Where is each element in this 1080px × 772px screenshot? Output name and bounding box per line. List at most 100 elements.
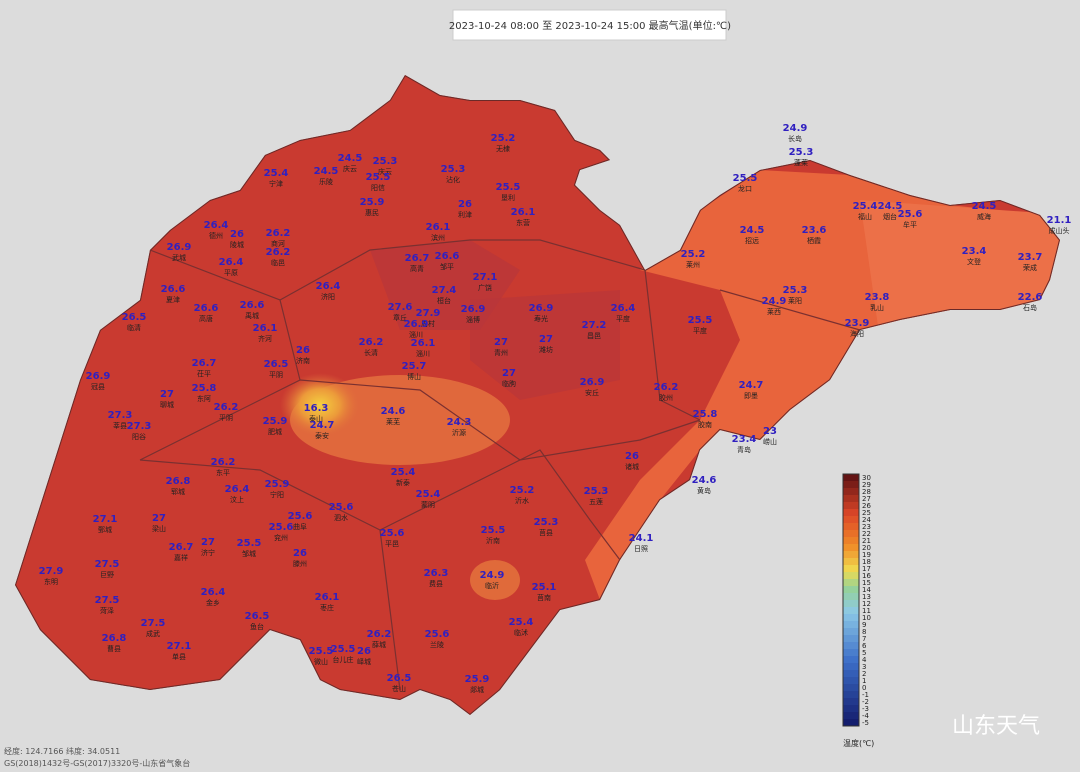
- station-value: 23.9: [845, 318, 870, 329]
- colorbar-swatch: [843, 705, 859, 712]
- station-name: 汶上: [230, 495, 244, 504]
- coords: 经度: 124.7166 纬度: 34.0511: [4, 746, 120, 756]
- station-name: 武城: [172, 253, 186, 262]
- station-value: 25.1: [532, 582, 557, 593]
- colorbar-tick: 29: [862, 481, 871, 489]
- station-name: 莱州: [686, 260, 700, 269]
- colorbar-tick: -1: [862, 691, 869, 699]
- station-name: 平阴: [219, 413, 233, 422]
- station-value: 27.4: [432, 285, 457, 296]
- station-value: 23.7: [1018, 252, 1043, 263]
- colorbar-label: 温度(℃): [843, 738, 874, 748]
- colorbar-swatch: [843, 607, 859, 614]
- station-name: 利津: [458, 210, 472, 219]
- colorbar-tick: 8: [862, 628, 866, 636]
- colorbar-tick: 13: [862, 593, 871, 601]
- station-name: 惠民: [365, 208, 379, 217]
- station-value: 25.6: [425, 629, 450, 640]
- station-name: 高青: [410, 264, 424, 273]
- colorbar-tick: 1: [862, 677, 866, 685]
- station-value: 26.8: [102, 633, 127, 644]
- station-value: 27.9: [39, 566, 64, 577]
- colorbar-swatch: [843, 544, 859, 551]
- station-name: 潍坊: [539, 345, 553, 354]
- colorbar-tick: 25: [862, 509, 871, 517]
- station-name: 沂水: [515, 496, 529, 505]
- station-name: 昌邑: [587, 332, 601, 340]
- station-name: 济南: [296, 356, 310, 365]
- station-name: 台儿庄: [333, 655, 354, 664]
- station-name: 泰安: [315, 431, 329, 440]
- station-name: 兰陵: [430, 640, 444, 649]
- colorbar-swatch: [843, 502, 859, 509]
- colorbar-swatch: [843, 481, 859, 488]
- station-value: 25.3: [373, 156, 398, 167]
- colorbar-swatch: [843, 488, 859, 495]
- station-value: 26.5: [122, 312, 147, 323]
- title: 2023-10-24 08:00 至 2023-10-24 15:00 最高气温…: [449, 19, 731, 32]
- station-name: 文登: [967, 257, 981, 266]
- station-value: 25.5: [309, 646, 334, 657]
- station-name: 福山: [858, 212, 872, 221]
- station-name: 淄博: [466, 315, 480, 324]
- colorbar-swatch: [843, 565, 859, 572]
- station-name: 临朐: [502, 379, 516, 388]
- station-value: 22.6: [1018, 292, 1043, 303]
- station-name: 新泰: [396, 478, 410, 487]
- station-value: 25.6: [269, 522, 294, 533]
- station-value: 26: [625, 451, 639, 462]
- station-value: 25.7: [402, 361, 427, 372]
- station-name: 郯城: [470, 685, 484, 694]
- station-value: 26.4: [219, 257, 244, 268]
- station-value: 25.5: [481, 525, 506, 536]
- station-value: 26.1: [411, 338, 436, 349]
- station-name: 莒县: [539, 528, 553, 537]
- station-name: 莒南: [537, 593, 551, 602]
- station-value: 27.6: [388, 302, 413, 313]
- colorbar-tick: 3: [862, 663, 866, 671]
- station-value: 26.2: [211, 457, 236, 468]
- station-value: 26.9: [529, 303, 554, 314]
- colorbar-swatch: [843, 621, 859, 628]
- colorbar-swatch: [843, 579, 859, 586]
- station-name: 莘县: [113, 421, 127, 430]
- colorbar-tick: -3: [862, 705, 869, 713]
- station-name: 崂山: [763, 437, 777, 446]
- station-value: 24.9: [783, 123, 808, 134]
- colorbar-swatch: [843, 656, 859, 663]
- station-value: 24.3: [447, 417, 472, 428]
- station-value: 27: [152, 513, 166, 524]
- station-value: 27.5: [141, 618, 166, 629]
- station-name: 鄄城: [98, 525, 112, 534]
- station-name: 博山: [407, 372, 421, 381]
- station-name: 莱阳: [788, 296, 802, 305]
- station-value: 23.6: [802, 225, 827, 236]
- colorbar-tick: 27: [862, 495, 871, 503]
- station-value: 26.9: [580, 377, 605, 388]
- station-name: 蒙阴: [421, 500, 435, 509]
- colorbar-swatch: [843, 558, 859, 565]
- station-value: 26.4: [201, 587, 226, 598]
- station-name: 乳山: [870, 303, 884, 312]
- station-value: 26.1: [315, 592, 340, 603]
- station-value: 26.7: [405, 253, 430, 264]
- colorbar-tick: 17: [862, 565, 871, 573]
- station-name: 临邑: [271, 258, 285, 267]
- station-value: 26.7: [169, 542, 194, 553]
- station-name: 平度: [693, 326, 707, 335]
- station-name: 石岛: [1023, 303, 1037, 312]
- station-name: 巨野: [100, 571, 114, 579]
- station-value: 25.8: [192, 383, 217, 394]
- station-name: 东平: [216, 468, 230, 477]
- station-value: 25.5: [688, 315, 713, 326]
- station-value: 26.1: [511, 207, 536, 218]
- colorbar-tick: 22: [862, 530, 871, 538]
- station-value: 27.1: [167, 641, 192, 652]
- station-name: 胶州: [659, 393, 673, 402]
- station-value: 25.4: [264, 168, 289, 179]
- station-value: 27.5: [95, 595, 120, 606]
- station-value: 26.7: [192, 358, 217, 369]
- colorbar-tick: 26: [862, 502, 871, 510]
- station-name: 沂源: [452, 428, 466, 437]
- station-value: 25.3: [441, 164, 466, 175]
